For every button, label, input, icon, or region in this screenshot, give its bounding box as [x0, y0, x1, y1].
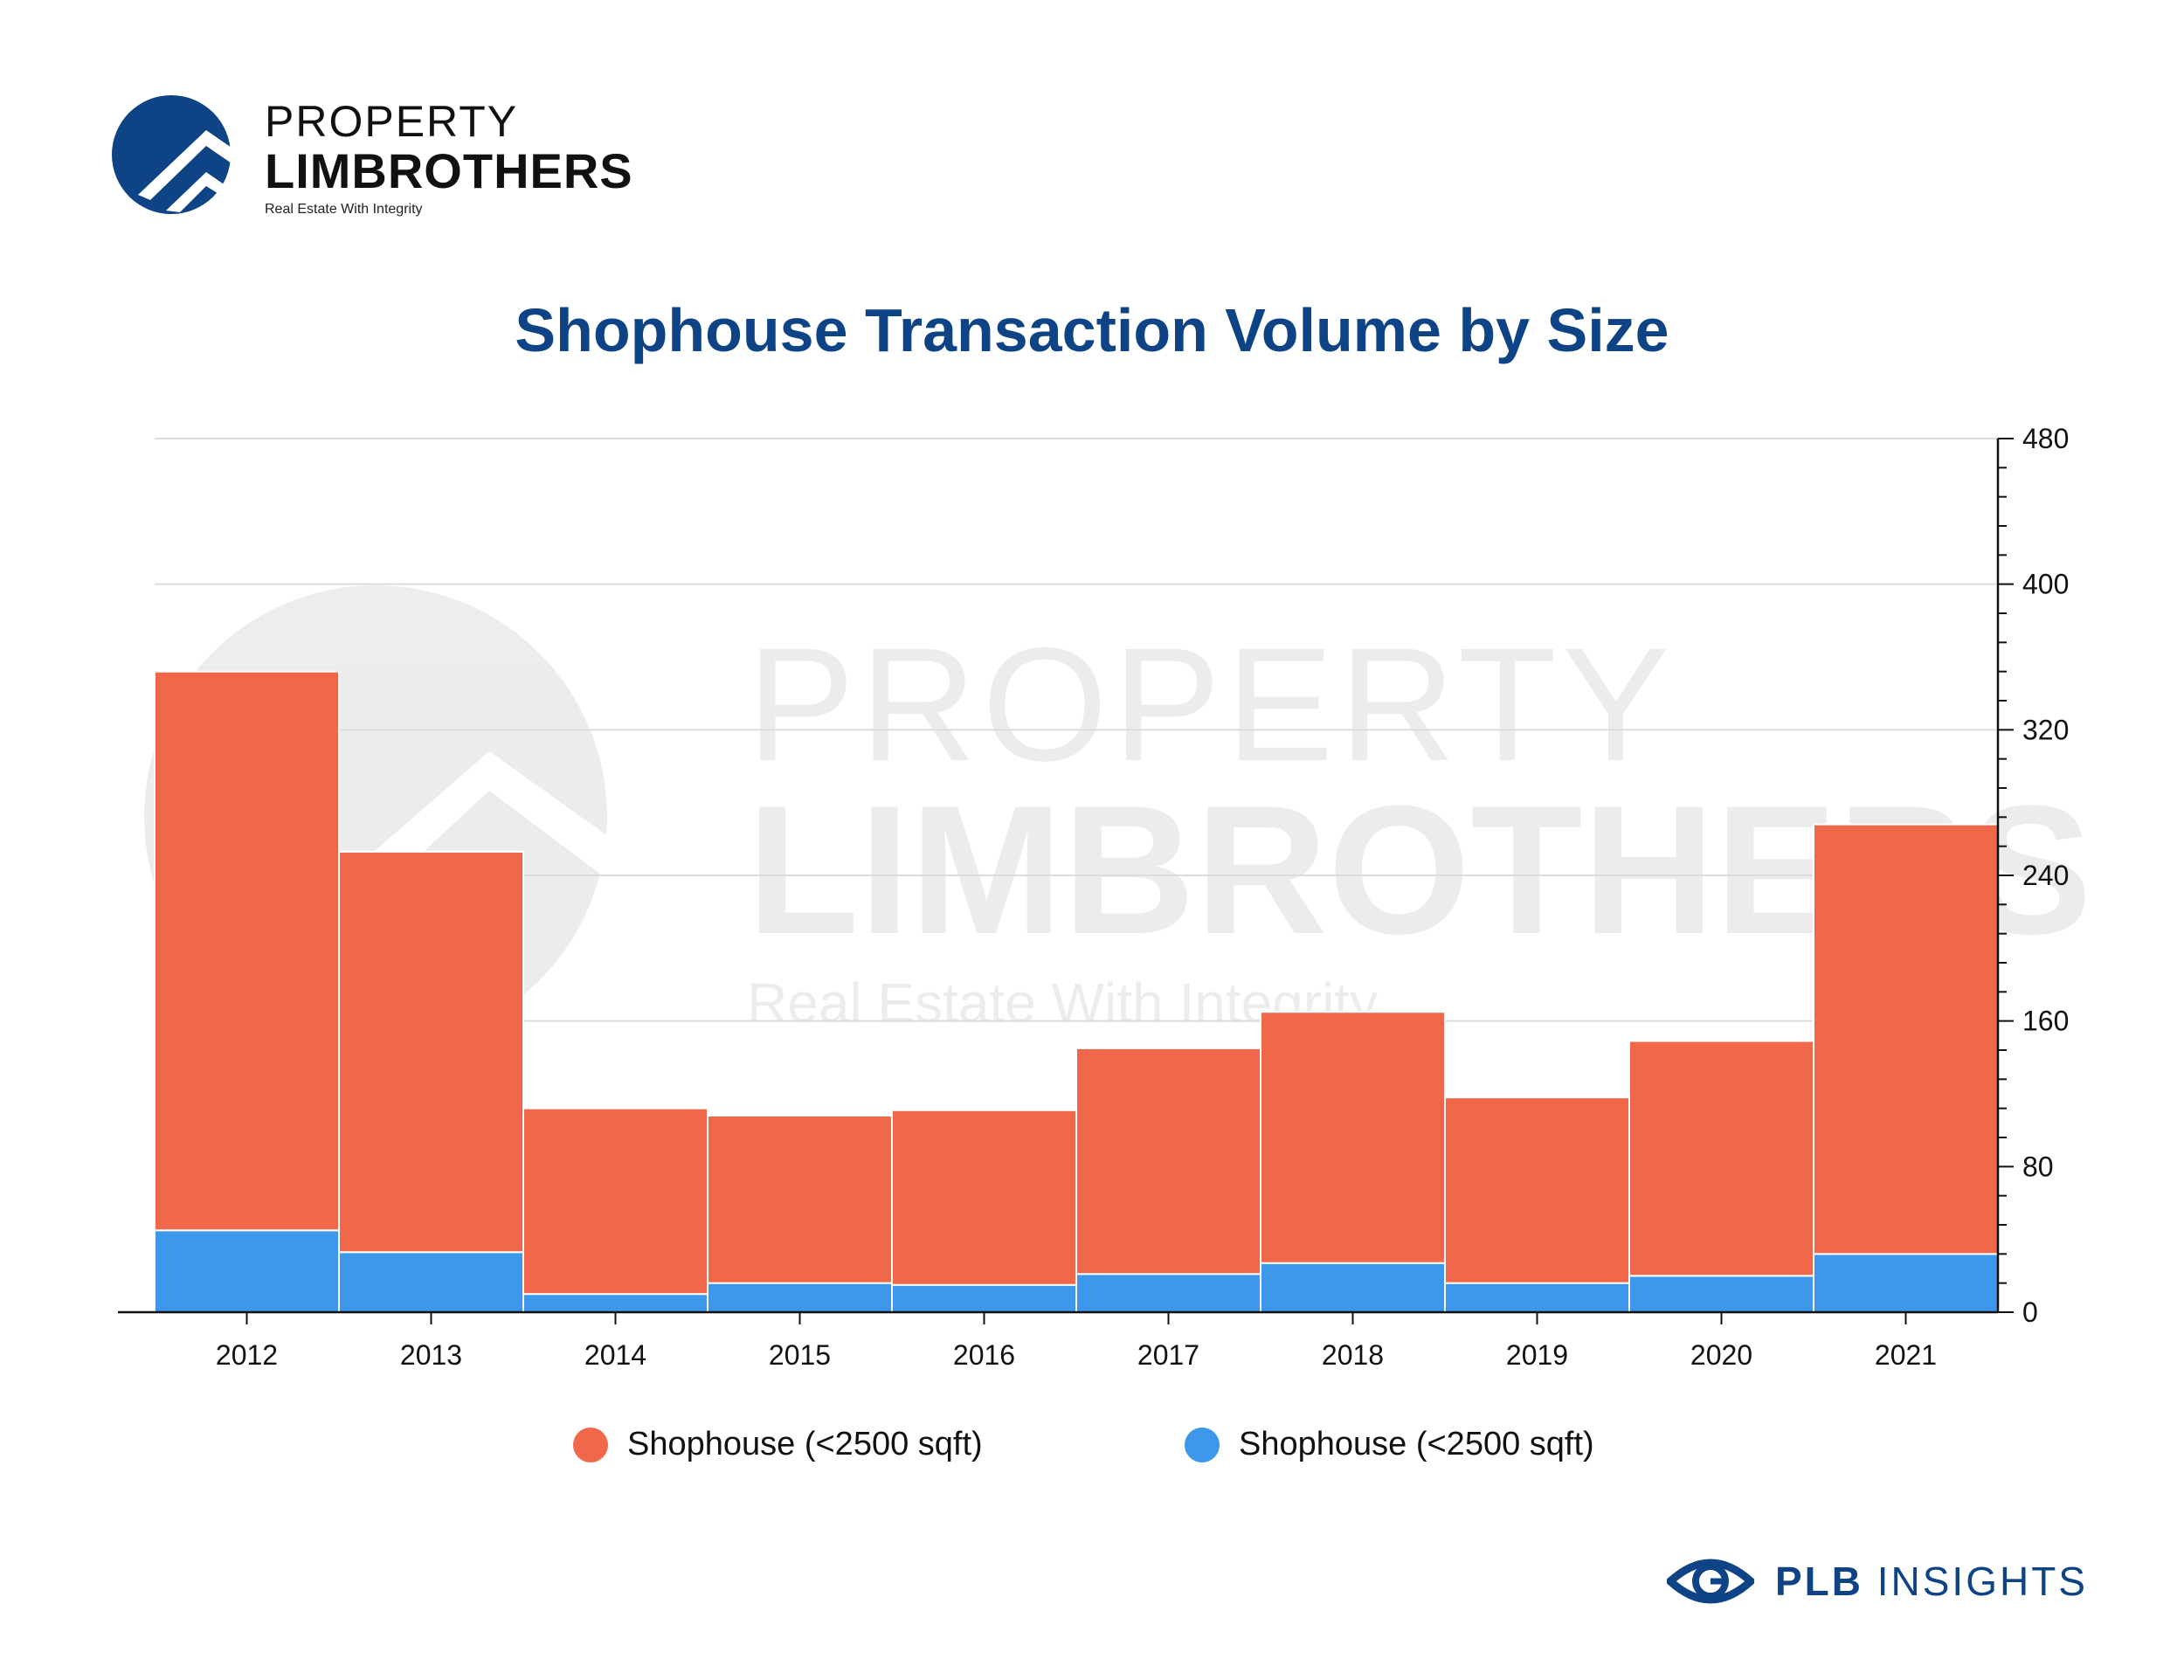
bar-2012-series-1: [154, 670, 340, 1232]
bar-2019-series-1: [1444, 1096, 1630, 1284]
legend-label: Shophouse (<2500 sqft): [1239, 1426, 1594, 1462]
y-tick-label: 320: [2022, 714, 2069, 745]
x-tick-label: 2021: [1875, 1339, 1937, 1371]
bar-2020-series-0: [1628, 1275, 1814, 1314]
legend: Shophouse (<2500 sqft) Shophouse (<2500 …: [0, 1426, 2184, 1478]
watermark-line1: PROPERTY: [747, 615, 1675, 795]
legend-item-series-blue: Shophouse (<2500 sqft): [1185, 1426, 1594, 1463]
bar-2014-series-1: [522, 1107, 708, 1296]
bar-2018-series-0: [1260, 1262, 1446, 1313]
bar-2012-series-0: [154, 1229, 340, 1313]
bar-2013-series-1: [338, 850, 524, 1254]
brand-line1: PROPERTY: [265, 97, 519, 146]
y-tick-label: 400: [2022, 569, 2069, 600]
y-tick-label: 80: [2022, 1151, 2054, 1182]
x-tick-label: 2019: [1506, 1339, 1568, 1371]
bar-2014-series-0: [522, 1293, 708, 1313]
x-tick-label: 2012: [216, 1339, 278, 1371]
y-tick-label: 480: [2022, 423, 2069, 454]
bar-2018-series-1: [1260, 1011, 1446, 1264]
legend-swatch: [573, 1427, 608, 1462]
bar-2021-series-0: [1813, 1253, 1999, 1314]
legend-item-series-orange: Shophouse (<2500 sqft): [573, 1426, 983, 1463]
x-tick-label: 2013: [400, 1339, 462, 1371]
stacked-bar-chart: PROPERTY LIMBROTHERS Real Estate With In…: [118, 423, 2092, 1371]
bar-2013-series-0: [338, 1251, 524, 1313]
x-tick-label: 2014: [584, 1339, 646, 1371]
y-tick-label: 0: [2022, 1296, 2038, 1328]
bar-2016-series-0: [891, 1283, 1077, 1313]
axes: 0 80 160 240 320 400 480 2012 2013 2014 2015 2016 20…: [118, 423, 2069, 1371]
legend-label: Shophouse (<2500 sqft): [627, 1426, 983, 1462]
x-tick-label: 2018: [1322, 1339, 1384, 1371]
legend-swatch: [1185, 1427, 1220, 1462]
y-tick-label: 160: [2022, 1006, 2069, 1037]
brand-logo: PROPERTY LIMBROTHERS Real Estate With In…: [112, 92, 636, 223]
bars: [154, 670, 1999, 1314]
footer-bold: PLB: [1774, 1559, 1863, 1604]
x-tick-label: 2017: [1137, 1339, 1199, 1371]
bar-2016-series-1: [891, 1109, 1077, 1286]
bar-2015-series-1: [707, 1115, 893, 1284]
roof-chevron-circle-icon: [112, 95, 234, 214]
brand-tagline: Real Estate With Integrity: [265, 202, 423, 217]
bar-2019-series-0: [1444, 1282, 1630, 1313]
footer-brand: PLB INSIGHTS: [1666, 1555, 2088, 1607]
bar-2017-series-1: [1075, 1047, 1261, 1276]
chart-title: Shophouse Transaction Volume by Size: [515, 296, 1669, 364]
brand-wordmark: PROPERTY LIMBROTHERS Real Estate With In…: [265, 97, 633, 218]
bar-2017-series-0: [1075, 1273, 1261, 1313]
y-tick-label: 240: [2022, 860, 2069, 891]
bar-2015-series-0: [707, 1282, 893, 1313]
x-tick-label: 2015: [769, 1339, 831, 1371]
brand-line2: LIMBROTHERS: [265, 143, 633, 198]
x-tick-label: 2016: [953, 1339, 1015, 1371]
footer-text: INSIGHTS: [1876, 1559, 2088, 1604]
bar-2020-series-1: [1628, 1040, 1814, 1277]
eye-icon: [1666, 1559, 1754, 1604]
footer-label: PLB INSIGHTS: [1775, 1558, 2088, 1605]
x-tick-label: 2020: [1690, 1339, 1752, 1371]
bar-2021-series-1: [1813, 823, 1999, 1255]
